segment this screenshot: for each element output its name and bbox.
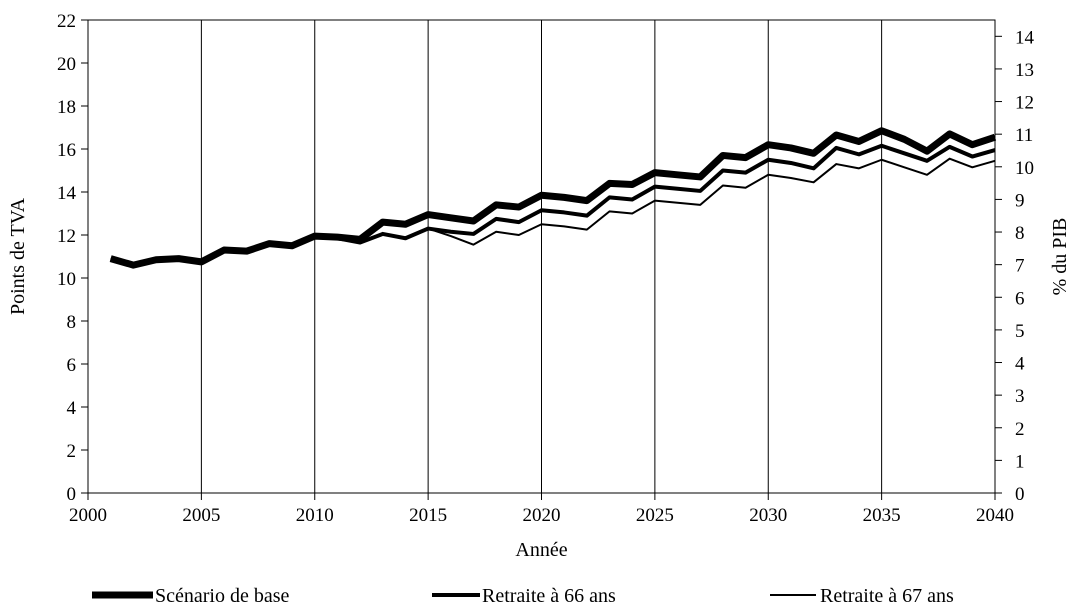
x-tick-label: 2040 [976, 505, 1014, 526]
y2-tick-label: 8 [1015, 223, 1025, 244]
x-tick-label: 2020 [523, 505, 561, 526]
x-tick-label: 2015 [409, 505, 447, 526]
x-tick-label: 2035 [863, 505, 901, 526]
y2-tick-label: 4 [1015, 354, 1025, 375]
axes [81, 19, 1002, 500]
y2-tick-label: 5 [1015, 321, 1025, 342]
y-tick-label: 20 [57, 54, 76, 75]
series-line-retraite-67 [110, 157, 996, 267]
legend: Scénario de base Retraite à 66 ans Retrait… [92, 585, 954, 607]
y2-tick-label: 12 [1015, 93, 1034, 114]
y2-tick-label: 6 [1015, 288, 1025, 309]
y-tick-label: 14 [57, 183, 77, 204]
y2-tick-label: 14 [1015, 27, 1035, 48]
y-tick-label: 6 [67, 355, 77, 376]
y2-axis-title: % du PIB [1049, 218, 1071, 296]
y-tick-label: 4 [67, 398, 77, 419]
y-tick-label: 18 [57, 97, 76, 118]
y-tick-label: 0 [67, 484, 77, 505]
plot-frame [87, 19, 996, 494]
y-axis-title: Points de TVA [7, 197, 29, 315]
tick-labels: 2000 2005 2010 2015 2020 2025 2030 2035 20400246… [57, 11, 1035, 526]
y-tick-label: 10 [57, 269, 76, 290]
y2-tick-label: 11 [1015, 125, 1033, 146]
y2-tick-label: 7 [1015, 256, 1025, 277]
x-tick-label: 2010 [296, 505, 334, 526]
y-tick-label: 8 [67, 312, 77, 333]
x-tick-label: 2025 [636, 505, 674, 526]
y2-tick-label: 0 [1015, 484, 1025, 505]
x-tick-label: 2030 [749, 505, 787, 526]
y-tick-label: 2 [67, 441, 77, 462]
x-tick-label: 2005 [182, 505, 220, 526]
grid [200, 20, 883, 493]
legend-label-retraite-66: Retraite à 66 ans [482, 585, 616, 607]
x-axis-title: Année [515, 539, 567, 561]
y2-tick-label: 13 [1015, 60, 1034, 81]
x-tick-label: 2000 [69, 505, 107, 526]
series-lines [109, 127, 997, 269]
y2-tick-label: 3 [1015, 386, 1025, 407]
y2-tick-label: 9 [1015, 190, 1025, 211]
y2-tick-label: 10 [1015, 158, 1034, 179]
series-line-base [109, 127, 997, 269]
y2-tick-label: 2 [1015, 419, 1025, 440]
legend-label-retraite-67: Retraite à 67 ans [820, 585, 954, 607]
legend-label-base: Scénario de base [155, 585, 290, 607]
y-tick-label: 12 [57, 226, 76, 247]
y-tick-label: 22 [57, 11, 76, 32]
y2-tick-label: 1 [1015, 451, 1025, 472]
y-tick-label: 16 [57, 140, 76, 161]
series-line-retraite-66 [110, 143, 996, 268]
